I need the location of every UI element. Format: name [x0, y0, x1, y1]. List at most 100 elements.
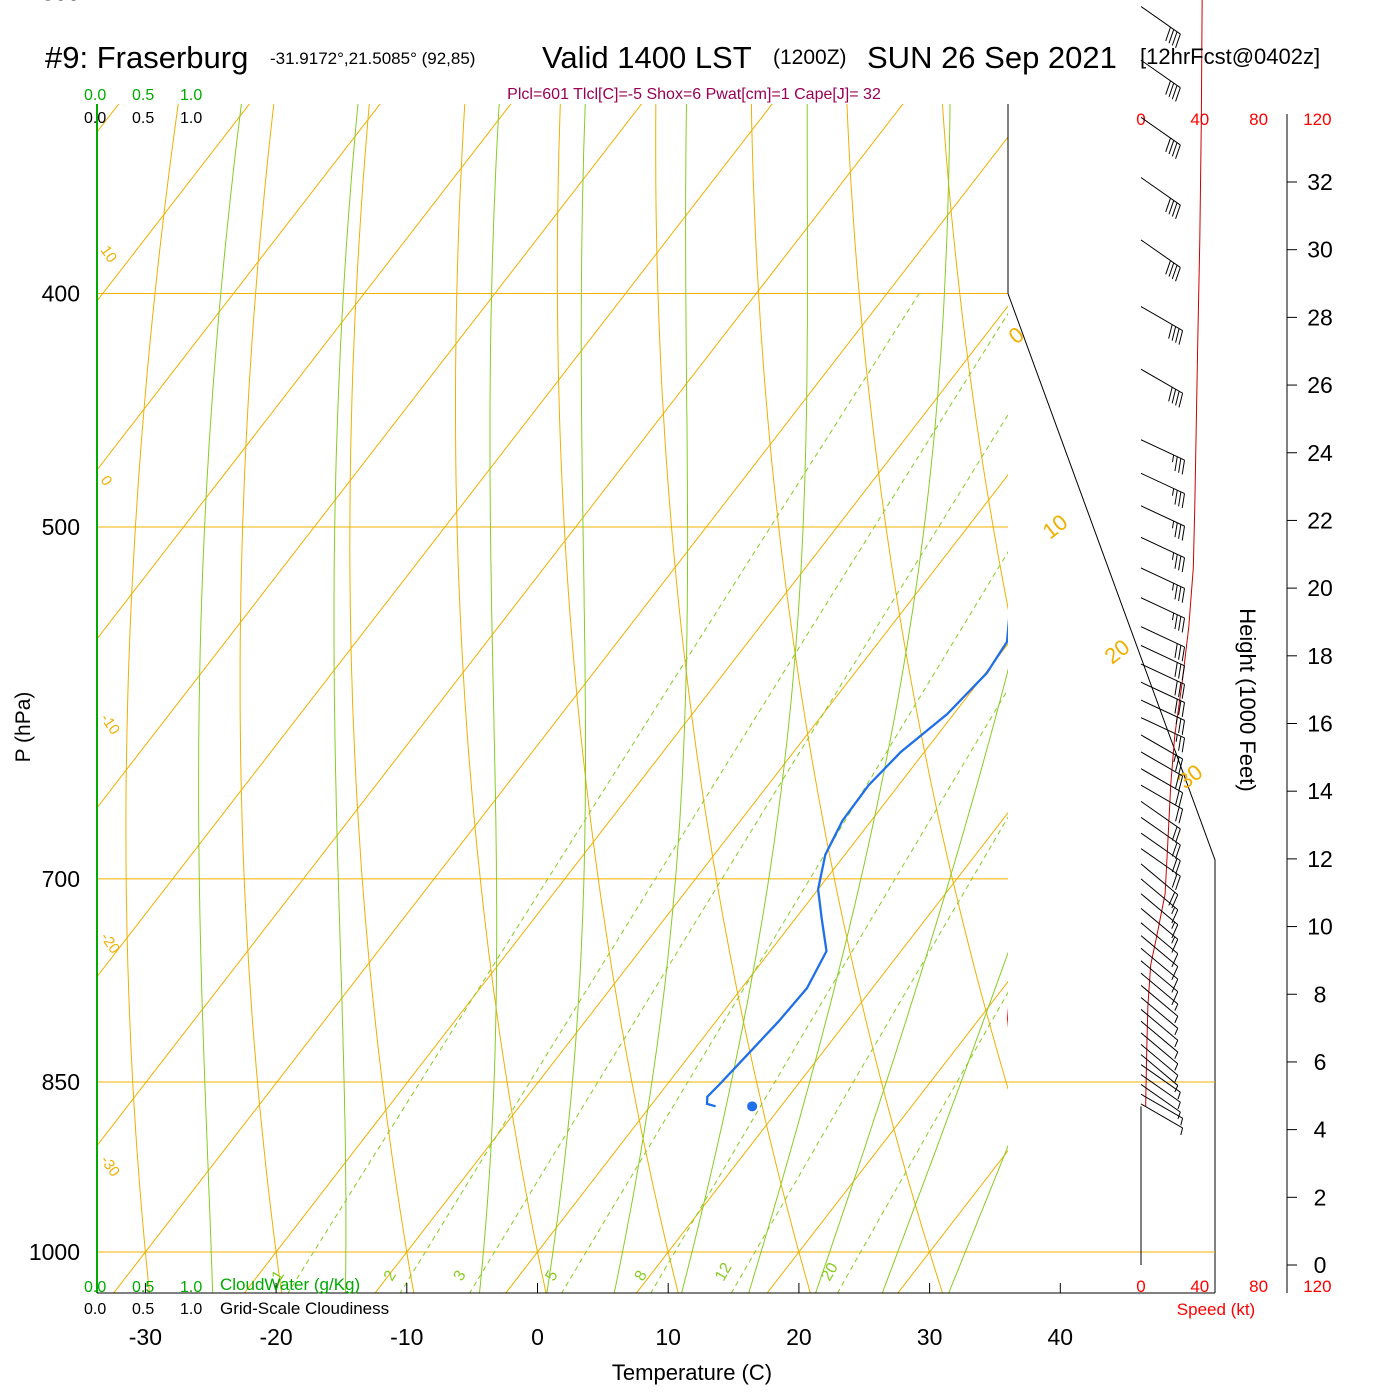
- wind-barb-staff: [1140, 1084, 1181, 1113]
- wind-barb-staff: [1140, 717, 1185, 739]
- cloudwater-tick-bottom: 0.5: [132, 1279, 154, 1296]
- wind-barb-staff: [1140, 6, 1181, 35]
- wind-barb: [1140, 734, 1184, 774]
- wind-barb: [1140, 832, 1181, 875]
- isotherm-line: [97, 104, 773, 978]
- station-coords: -31.9172°,21.5085° (92,85): [270, 49, 475, 68]
- x-tick-label: 20: [786, 1324, 812, 1350]
- wind-panel: 0040408080120120024681012141618202224262…: [1136, 0, 1333, 1296]
- height-tick-label: 24: [1307, 440, 1333, 466]
- wind-barb-staff: [1140, 1064, 1181, 1093]
- pressure-tick-label: 850: [42, 1069, 80, 1095]
- wind-barb-staff: [1140, 306, 1183, 331]
- mixing-ratio-label: 5: [542, 1268, 561, 1284]
- wind-barb: [1140, 536, 1185, 573]
- dry-adiabat-line: [655, 104, 811, 1293]
- pressure-tick-label: 400: [42, 281, 80, 307]
- height-tick-label: 28: [1307, 304, 1333, 330]
- wind-barb-flag: [1175, 756, 1180, 772]
- right-frame-line: [1007, 104, 1216, 1293]
- wind-barb: [1140, 893, 1179, 939]
- wind-barb: [1140, 863, 1179, 909]
- wind-barb-flag: [1165, 26, 1171, 42]
- sounding-indices: Plcl=601 Tlcl[C]=-5 Shox=6 Pwat[cm]=1 Ca…: [507, 86, 881, 103]
- wind-barb-staff: [1140, 832, 1181, 862]
- wind-barb-flag: [1174, 699, 1178, 714]
- cloudwater-tick-top: 1.0: [180, 87, 202, 104]
- wind-barb-half: [1174, 1085, 1179, 1093]
- wind-barb-flag: [1178, 700, 1182, 716]
- surface-temperature-dot: [1063, 1101, 1073, 1111]
- mixing-ratio-line: [730, 816, 1008, 1293]
- zulu-time: (1200Z): [773, 46, 847, 69]
- wind-barb-half: [1174, 1003, 1179, 1011]
- wind-barb: [1140, 717, 1185, 753]
- isotherm-line: [766, 980, 1008, 1293]
- wind-barb-flag: [1181, 493, 1185, 509]
- speed-tick-label-bottom: 80: [1249, 1277, 1268, 1296]
- cloudiness-tick-bottom: 0.0: [84, 1301, 106, 1318]
- station-title: #9: Fraserburg: [45, 40, 248, 75]
- cloudwater-tick-bottom: 0.0: [84, 1279, 106, 1296]
- moist-adiabat-line: [613, 104, 689, 1293]
- wind-barb-flag: [1168, 82, 1175, 98]
- wind-barb-staff: [1140, 177, 1181, 206]
- wind-barb: [1140, 972, 1179, 1011]
- adiabat-label: -20: [97, 930, 123, 958]
- moist-adiabat-line: [478, 104, 500, 1293]
- wind-barb-flag: [1171, 264, 1178, 280]
- wind-barb-flag: [1181, 720, 1185, 735]
- wind-barb-flag: [1168, 200, 1175, 215]
- wind-barb-staff: [1140, 972, 1179, 1005]
- speed-tick-label-bottom: 40: [1190, 1277, 1209, 1296]
- adiabat-label: -30: [97, 1153, 123, 1181]
- wind-barb-flag: [1171, 858, 1178, 873]
- wind-barb-half: [1180, 1127, 1184, 1136]
- parcel-line: [1047, 965, 1065, 1100]
- wind-barb-staff: [1140, 960, 1179, 993]
- wind-barb: [1140, 816, 1181, 859]
- wind-barb-flag: [1171, 142, 1178, 157]
- mixing-ratio-line: [399, 312, 1008, 1293]
- wind-barb-flag: [1174, 456, 1178, 472]
- wind-barb-flag: [1174, 584, 1178, 600]
- wind-barb-staff: [1140, 863, 1179, 896]
- pressure-tick-label: 300: [42, 0, 80, 6]
- height-tick-label: 12: [1307, 846, 1333, 872]
- dry-adiabat-line: [941, 104, 1008, 611]
- cloudwater-tick-top: 0.5: [132, 87, 154, 104]
- wind-barb: [1140, 6, 1181, 48]
- wind-barb-flag: [1178, 792, 1184, 807]
- wind-barb-half: [1174, 1028, 1179, 1036]
- wind-barb-flag: [1181, 702, 1185, 717]
- wind-barb-flag: [1178, 736, 1182, 751]
- mixing-ratio-label: 8: [632, 1268, 651, 1284]
- wind-barb-flag: [1175, 828, 1181, 843]
- wind-barb: [1140, 960, 1179, 1006]
- wind-barb: [1140, 1020, 1179, 1059]
- wind-barb-flag: [1171, 966, 1179, 980]
- wind-barb-half: [1174, 1040, 1179, 1048]
- wind-barb-half: [1174, 1016, 1179, 1024]
- isotherm-line: [113, 136, 1008, 1293]
- wind-barb-flag: [1178, 393, 1184, 408]
- speed-tick-label-top: 40: [1190, 110, 1209, 129]
- wind-barb-flag: [1181, 617, 1185, 633]
- wind-barb: [1140, 997, 1179, 1036]
- wind-barb-flag: [1171, 953, 1179, 968]
- wind-barb-flag: [1181, 588, 1185, 603]
- isotherm-line: [97, 104, 251, 302]
- forecast-label: [12hrFcst@0402z]: [1140, 44, 1320, 69]
- wind-barb: [1140, 177, 1181, 219]
- moist-adiabat-line: [815, 668, 1008, 1293]
- wind-barb: [1140, 947, 1179, 993]
- isotherm-label: 10: [1038, 509, 1073, 544]
- valid-time: Valid 1400 LST: [542, 40, 752, 75]
- dry-adiabat-line: [1019, 0, 1356, 1333]
- speed-tick-label-top: 120: [1303, 110, 1331, 129]
- wind-barb-flag: [1174, 643, 1178, 659]
- wind-barb-flag: [1181, 526, 1185, 541]
- cloudiness-legend-label: Grid-Scale Cloudiness: [220, 1299, 389, 1318]
- wind-barb: [1140, 505, 1185, 541]
- wind-barb: [1140, 1054, 1179, 1093]
